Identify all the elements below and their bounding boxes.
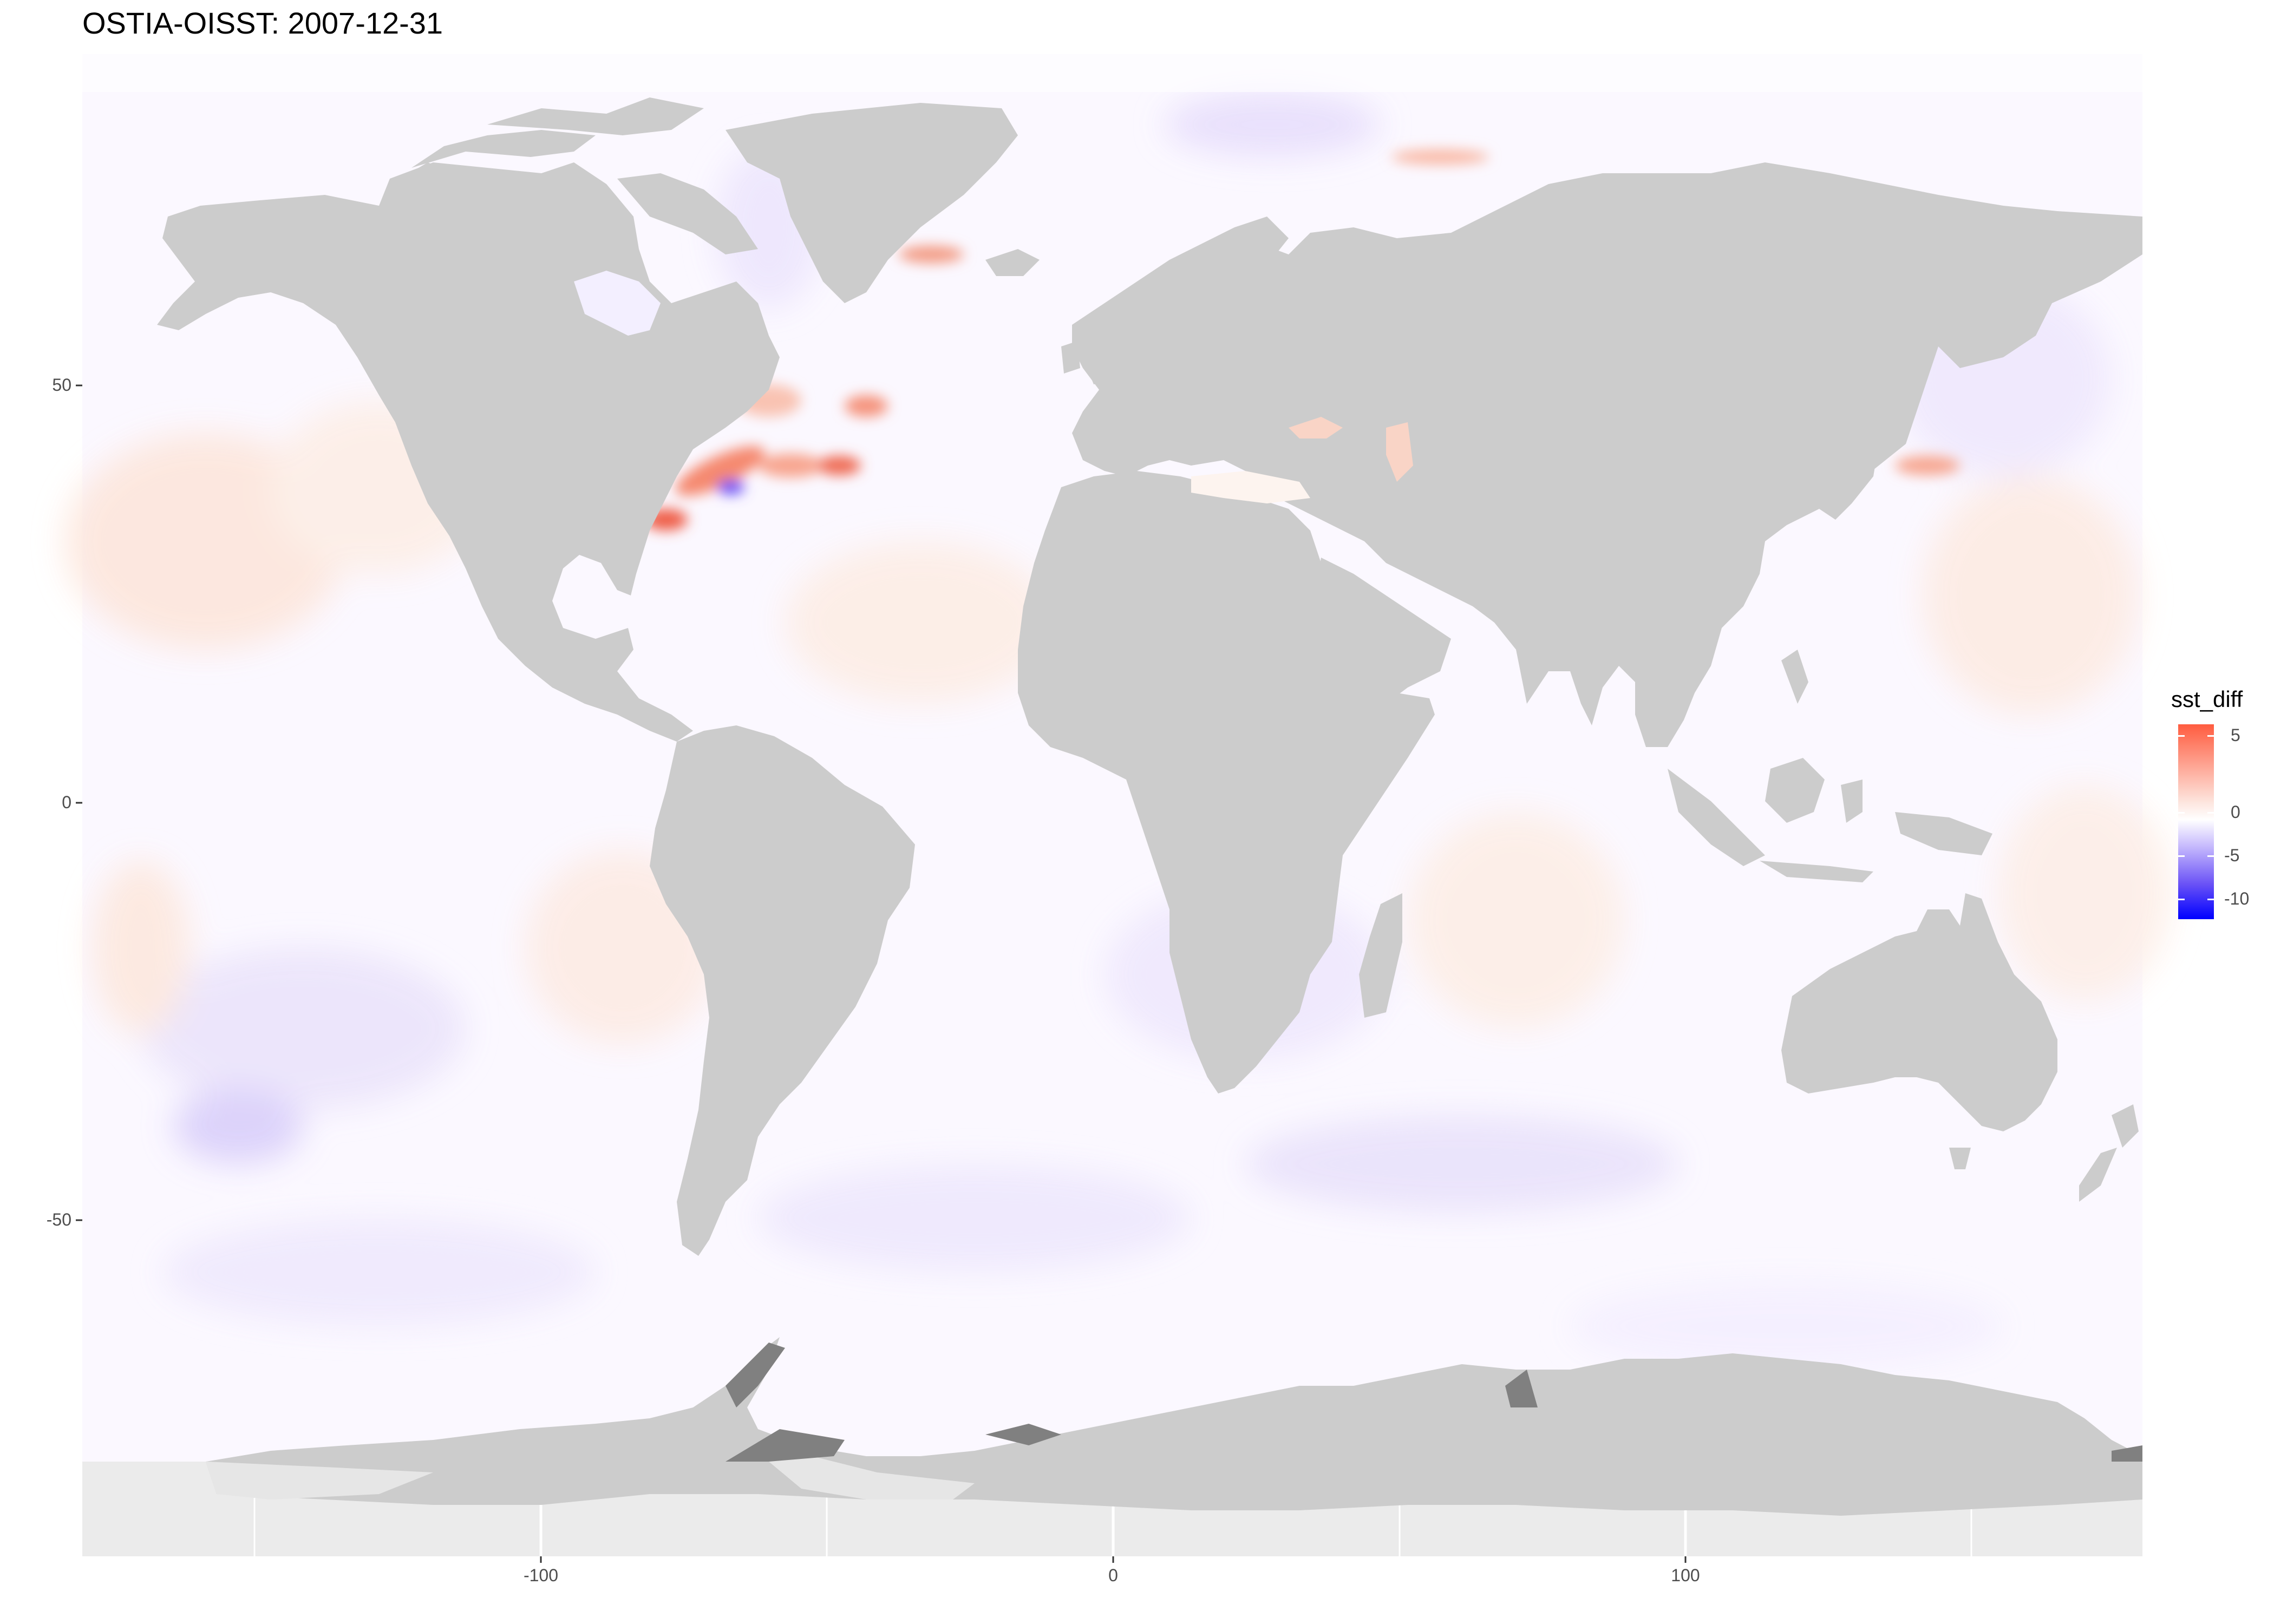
- x-tick-label: 0: [1108, 1566, 1118, 1585]
- land-masses: [157, 97, 2142, 1516]
- legend-label: -5: [2224, 846, 2240, 865]
- legend-tick-mark: [2207, 899, 2214, 900]
- greenland: [726, 103, 1018, 303]
- map-title: OSTIA-OISST: 2007-12-31: [82, 6, 443, 40]
- y-tick-label: 0: [62, 793, 71, 812]
- legend-tick-mark: [2178, 855, 2185, 857]
- legend-label: -10: [2224, 889, 2250, 908]
- sst-gulfstream-anomalies: [644, 149, 1960, 531]
- x-tick-label: 100: [1671, 1566, 1700, 1585]
- legend-tick-mark: [2207, 855, 2214, 857]
- africa: [1018, 471, 1435, 1093]
- y-tick-label: -50: [46, 1210, 71, 1229]
- ice-shelves: [206, 1456, 975, 1499]
- ice-margins: [726, 1343, 2142, 1462]
- y-tick-label: 50: [52, 375, 71, 395]
- sst-anomaly-patches: [65, 92, 2171, 1370]
- south-america: [650, 725, 915, 1256]
- legend-label: 0: [2231, 802, 2240, 822]
- inland-waters: [574, 271, 1413, 503]
- legend-tick-mark: [2178, 812, 2185, 814]
- axis-tick-marks: [76, 384, 1687, 1563]
- antarctica: [206, 1337, 2142, 1516]
- legend-tick-mark: [2178, 735, 2185, 737]
- legend-tick-mark: [2207, 735, 2214, 737]
- legend-tick-mark: [2178, 899, 2185, 900]
- eurasia: [1072, 162, 2142, 747]
- x-tick-label: -100: [523, 1566, 559, 1585]
- legend-tick-mark: [2207, 812, 2214, 814]
- australia: [1781, 893, 2057, 1131]
- legend-title: sst_diff: [2171, 686, 2243, 712]
- legend-colorbar: [2178, 724, 2214, 919]
- legend-label: 5: [2231, 725, 2240, 745]
